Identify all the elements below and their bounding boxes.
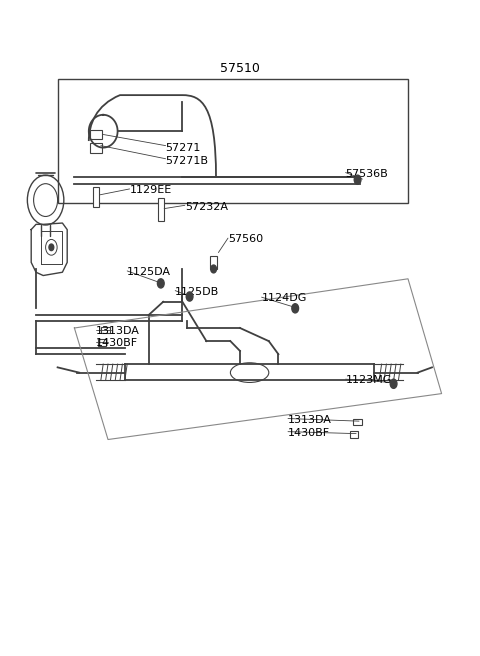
Circle shape — [186, 292, 193, 301]
Text: 1430BF: 1430BF — [96, 338, 138, 348]
Text: 1124DG: 1124DG — [262, 293, 307, 304]
Text: 1129EE: 1129EE — [130, 185, 172, 195]
Bar — [210, 256, 217, 269]
Text: 1313DA: 1313DA — [288, 415, 332, 425]
Bar — [353, 419, 362, 425]
Text: 57536B: 57536B — [346, 169, 388, 179]
Text: 1125DA: 1125DA — [127, 267, 171, 277]
Bar — [90, 142, 102, 152]
Bar — [98, 339, 106, 346]
Text: 1125DB: 1125DB — [175, 287, 219, 297]
Circle shape — [354, 175, 361, 184]
Text: 57271: 57271 — [166, 142, 201, 153]
Bar — [350, 431, 358, 438]
Bar — [90, 129, 102, 139]
Text: 1313DA: 1313DA — [96, 326, 140, 337]
Text: 57560: 57560 — [228, 234, 263, 245]
Bar — [158, 198, 164, 221]
Text: 1123MG: 1123MG — [346, 375, 392, 386]
Text: 57232A: 57232A — [185, 201, 228, 212]
Circle shape — [49, 244, 54, 251]
Circle shape — [292, 304, 299, 313]
Text: 57510: 57510 — [220, 62, 260, 75]
Bar — [101, 327, 110, 333]
Text: 57271B: 57271B — [166, 155, 209, 166]
Circle shape — [157, 279, 164, 288]
Text: 1430BF: 1430BF — [288, 428, 330, 438]
Circle shape — [390, 379, 397, 388]
Bar — [93, 187, 99, 207]
Circle shape — [211, 265, 216, 273]
Bar — [58, 79, 408, 203]
